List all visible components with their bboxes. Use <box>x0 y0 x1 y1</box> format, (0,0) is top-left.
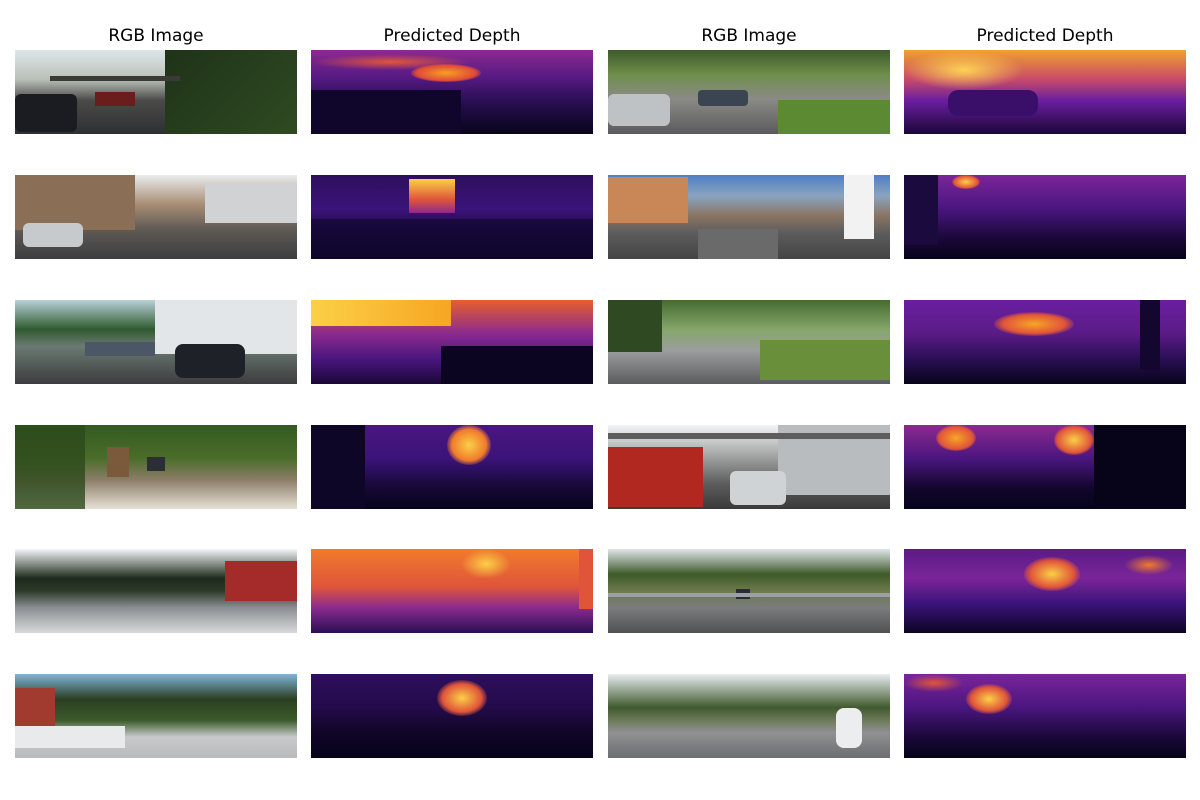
depth-map-row3-left <box>311 300 593 384</box>
rgb-image-row4-right <box>608 425 890 509</box>
rgb-image-row1-left <box>15 50 297 134</box>
column-title-depth-left: Predicted Depth <box>383 26 521 46</box>
depth-map-row2-left <box>311 175 593 259</box>
depth-map-row4-right <box>904 425 1186 509</box>
rgb-image-row1-right <box>608 50 890 134</box>
rgb-image-row3-right <box>608 300 890 384</box>
rgb-image-row2-right <box>608 175 890 259</box>
depth-map-row5-right <box>904 549 1186 633</box>
depth-map-row3-right <box>904 300 1186 384</box>
depth-map-row2-right <box>904 175 1186 259</box>
rgb-image-row6-right <box>608 674 890 758</box>
depth-map-row6-left <box>311 674 593 758</box>
depth-map-row5-left <box>311 549 593 633</box>
rgb-image-row2-left <box>15 175 297 259</box>
column-title-rgb-left: RGB Image <box>108 26 204 46</box>
column-title-rgb-right: RGB Image <box>701 26 797 46</box>
column-title-depth-right: Predicted Depth <box>976 26 1114 46</box>
depth-map-row4-left <box>311 425 593 509</box>
rgb-image-row3-left <box>15 300 297 384</box>
depth-map-row1-right <box>904 50 1186 134</box>
rgb-image-row5-left <box>15 549 297 633</box>
rgb-image-row5-right <box>608 549 890 633</box>
rgb-image-row6-left <box>15 674 297 758</box>
rgb-image-row4-left <box>15 425 297 509</box>
depth-map-row1-left <box>311 50 593 134</box>
depth-map-row6-right <box>904 674 1186 758</box>
